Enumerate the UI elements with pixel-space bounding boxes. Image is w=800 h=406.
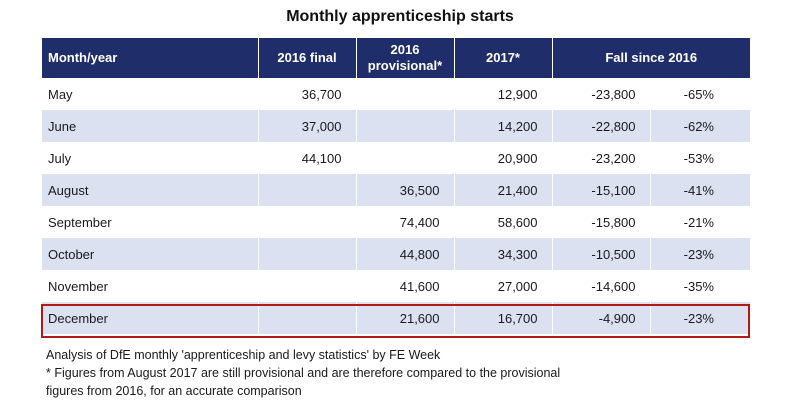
cell-month: December bbox=[42, 302, 258, 334]
apprenticeship-starts-table: Month/year 2016 final 2016 provisional* … bbox=[42, 38, 750, 334]
cell-2016-final: 44,100 bbox=[257, 142, 356, 174]
table-row: November 41,600 27,000 -14,600 -35% bbox=[42, 270, 750, 302]
cell-2016-provisional bbox=[355, 142, 454, 174]
header-row: Month/year 2016 final 2016 provisional* … bbox=[42, 38, 750, 78]
header-2016-provisional-line1: 2016 bbox=[390, 42, 420, 57]
cell-fall-percent: -21% bbox=[649, 206, 750, 238]
cell-fall-percent: -35% bbox=[649, 270, 750, 302]
provisional-note-line1: * Figures from August 2017 are still pro… bbox=[46, 366, 561, 380]
cell-2016-final bbox=[257, 302, 356, 334]
header-2016-provisional: 2016 provisional* bbox=[355, 38, 454, 78]
cell-fall-percent: -41% bbox=[649, 174, 750, 206]
header-month-year: Month/year bbox=[42, 38, 258, 78]
cell-2016-provisional: 36,500 bbox=[355, 174, 454, 206]
cell-2017: 58,600 bbox=[453, 206, 552, 238]
cell-2016-provisional: 44,800 bbox=[355, 238, 454, 270]
cell-2016-final: 36,700 bbox=[257, 78, 356, 110]
cell-fall-percent: -23% bbox=[649, 238, 750, 270]
cell-month: August bbox=[42, 174, 258, 206]
cell-2017: 21,400 bbox=[453, 174, 552, 206]
cell-2016-final bbox=[257, 174, 356, 206]
cell-month: July bbox=[48, 150, 72, 166]
cell-2017: 14,200 bbox=[453, 110, 552, 142]
cell-2016-final: 37,000 bbox=[257, 110, 356, 142]
table-row: July 44,100 20,900 -23,200 -53% bbox=[42, 142, 750, 174]
table-row: October 44,800 34,300 -10,500 -23% bbox=[42, 238, 750, 270]
table-title: Monthly apprenticeship starts bbox=[286, 8, 514, 25]
cell-fall-absolute: -4,900 bbox=[551, 302, 650, 334]
cell-month: October bbox=[42, 238, 258, 270]
table-row: June 37,000 14,200 -22,800 -62% bbox=[42, 110, 750, 142]
cell-2016-provisional: 21,600 bbox=[355, 302, 454, 334]
cell-fall-absolute: -15,800 bbox=[551, 206, 650, 238]
table-row: August 36,500 21,400 -15,100 -41% bbox=[42, 174, 750, 206]
cell-2017: 12,900 bbox=[453, 78, 552, 110]
provisional-note-line2: figures from 2016, for an accurate compa… bbox=[46, 384, 302, 398]
cell-2016-provisional bbox=[355, 78, 454, 110]
cell-fall-absolute: -23,200 bbox=[551, 142, 650, 174]
table-row: September 74,400 58,600 -15,800 -21% bbox=[42, 206, 750, 238]
source-note: Analysis of DfE monthly 'apprenticeship … bbox=[46, 348, 441, 362]
cell-2017: 16,700 bbox=[453, 302, 552, 334]
header-2016-provisional-line2: provisional* bbox=[367, 58, 443, 73]
cell-2016-provisional: 74,400 bbox=[355, 206, 454, 238]
header-2016-final: 2016 final bbox=[257, 38, 356, 78]
cell-2017: 34,300 bbox=[453, 238, 552, 270]
cell-month: September bbox=[48, 214, 112, 230]
cell-2017: 27,000 bbox=[453, 270, 552, 302]
table-row: December 21,600 16,700 -4,900 -23% bbox=[42, 302, 750, 334]
header-fall-since-2016: Fall since 2016 bbox=[551, 38, 750, 78]
cell-2016-final bbox=[257, 206, 356, 238]
cell-2016-final bbox=[257, 238, 356, 270]
cell-fall-absolute: -23,800 bbox=[551, 78, 650, 110]
table-row: May 36,700 12,900 -23,800 -65% bbox=[42, 78, 750, 110]
cell-month: June bbox=[42, 110, 258, 142]
cell-2016-final bbox=[257, 270, 356, 302]
cell-fall-percent: -23% bbox=[649, 302, 750, 334]
footnotes: Analysis of DfE monthly 'apprenticeship … bbox=[46, 346, 746, 400]
table-body: May 36,700 12,900 -23,800 -65% June 37,000 14,2… bbox=[42, 78, 750, 334]
cell-fall-absolute: -14,600 bbox=[551, 270, 650, 302]
cell-fall-absolute: -10,500 bbox=[551, 238, 650, 270]
cell-2017: 20,900 bbox=[453, 142, 552, 174]
cell-month: November bbox=[48, 278, 108, 294]
cell-fall-absolute: -15,100 bbox=[551, 174, 650, 206]
cell-fall-percent: -65% bbox=[649, 78, 750, 110]
cell-fall-percent: -62% bbox=[649, 110, 750, 142]
header-2017: 2017* bbox=[453, 38, 552, 78]
cell-fall-absolute: -22,800 bbox=[551, 110, 650, 142]
cell-2016-provisional: 41,600 bbox=[355, 270, 454, 302]
cell-month: May bbox=[48, 86, 73, 102]
cell-2016-provisional bbox=[355, 110, 454, 142]
cell-fall-percent: -53% bbox=[649, 142, 750, 174]
